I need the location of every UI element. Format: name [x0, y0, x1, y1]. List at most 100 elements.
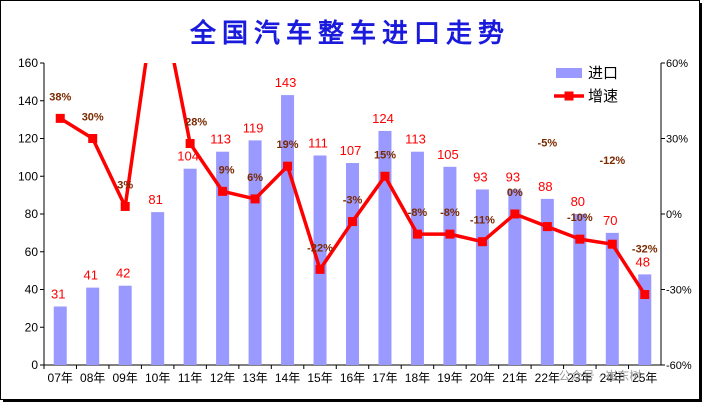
bar [378, 130, 392, 365]
bar-value-label: 81 [148, 192, 162, 207]
y-left-tick-label: 160 [18, 56, 38, 70]
x-tick-label: 11年 [178, 371, 202, 385]
bar-value-label: 119 [243, 120, 264, 135]
legend-label-bar: 进口 [588, 65, 618, 82]
growth-value-label: -22% [307, 242, 333, 254]
bar-value-label: 31 [51, 286, 65, 301]
bar [346, 163, 359, 365]
x-tick-label: 15年 [307, 371, 332, 385]
growth-series [55, 63, 650, 300]
chart-title: 全国汽车整车进口走势 [189, 18, 510, 49]
growth-point [185, 139, 195, 149]
growth-point [607, 239, 617, 249]
y-right-tick-label: -60% [666, 360, 692, 372]
growth-point [348, 217, 357, 227]
bar [443, 166, 457, 365]
bar-value-label: 124 [372, 111, 394, 126]
bar-value-label: 42 [116, 266, 130, 281]
y-left-tick-label: 20 [25, 320, 39, 334]
y-left-tick-label: 120 [18, 132, 38, 146]
bar-value-label: 104 [177, 149, 199, 164]
growth-point [380, 171, 390, 181]
watermark: 公众号 · 崔东树 [559, 368, 642, 383]
growth-value-label: 38% [49, 91, 71, 103]
growth-point [88, 134, 98, 143]
bar-value-label: 93 [506, 169, 520, 184]
growth-point [510, 209, 520, 219]
growth-point [640, 290, 650, 300]
growth-point [283, 161, 293, 171]
y-right-tick-label: -30% [666, 285, 692, 297]
bar-value-label: 48 [636, 254, 650, 269]
x-tick-label: 19年 [437, 371, 462, 385]
bar-labels: 31 41 42 81 104 113 119 143 111 107 124 113 105 93 93 8… [51, 75, 650, 301]
x-tick-label: 25年 [632, 371, 657, 385]
x-tick-label: 10年 [145, 371, 170, 385]
watermark-text: 公众号 · 崔东树 [559, 368, 642, 383]
growth-point [412, 229, 422, 239]
y-left-tick-label: 140 [18, 94, 38, 108]
bar-value-label: 143 [275, 75, 297, 90]
bar-value-label: 80 [571, 194, 585, 209]
y-left-tick-label: 0 [31, 358, 38, 372]
y-left-tick-label: 40 [25, 283, 39, 297]
growth-point [120, 201, 130, 211]
growth-value-label: -12% [599, 155, 625, 167]
bar [508, 189, 522, 365]
bar [183, 168, 197, 365]
bar-value-label: 93 [473, 169, 487, 184]
growth-point [55, 113, 65, 123]
y-left-tick-label: 80 [25, 207, 39, 221]
growth-value-label: -3% [343, 195, 363, 207]
bar-value-label: 111 [308, 135, 328, 150]
legend-swatch-marker [564, 91, 574, 101]
bar [53, 306, 67, 365]
growth-point [250, 194, 260, 204]
x-tick-label: 22年 [535, 371, 560, 385]
y-right-tick-label: 30% [666, 134, 688, 146]
bar [410, 151, 424, 365]
bar-value-label: 105 [437, 147, 459, 162]
growth-value-label: 28% [185, 117, 207, 129]
bar [86, 287, 100, 365]
bar [540, 198, 554, 365]
bar-value-label: 113 [405, 132, 426, 147]
growth-labels: 38% 30% 3% 28% 9% 6% 19% -22% -3% 15% -8% -8% -11% 0%… [49, 91, 658, 255]
growth-value-label: 3% [117, 179, 133, 191]
bar [281, 95, 295, 366]
bar [605, 232, 619, 365]
x-tick-label: 23年 [567, 371, 592, 385]
x-tick-label: 17年 [372, 371, 397, 385]
bar-value-label: 113 [210, 132, 231, 147]
y-left-tick-label: 100 [18, 169, 38, 183]
x-tick-label: 09年 [113, 371, 138, 385]
y-left-tick-label: 60 [25, 245, 39, 259]
x-tick-label: 18年 [405, 371, 430, 385]
growth-value-label: 15% [374, 149, 396, 161]
growth-point [445, 229, 455, 239]
growth-value-label: -8% [440, 207, 460, 219]
legend-label-line: 增速 [588, 88, 618, 105]
bar-value-label: 41 [83, 268, 97, 283]
growth-value-label: 30% [82, 112, 104, 124]
bar [313, 155, 327, 365]
growth-value-label: 0% [507, 187, 523, 199]
x-tick-label: 12年 [210, 371, 235, 385]
bar [475, 189, 489, 365]
bars-series [53, 95, 652, 366]
growth-value-label: 6% [247, 172, 263, 184]
growth-point [575, 234, 585, 244]
growth-value-label: -8% [408, 207, 428, 219]
growth-value-label: 9% [219, 164, 235, 176]
x-tick-label: 07年 [48, 371, 73, 385]
x-tick-label: 20年 [470, 371, 495, 385]
x-tick-label: 24年 [600, 371, 625, 385]
growth-value-label: -11% [470, 215, 495, 227]
y-right-tick-label: 0% [666, 209, 682, 221]
growth-point [218, 186, 228, 196]
bar [216, 151, 230, 365]
growth-value-label: -32% [632, 244, 658, 256]
bar [573, 214, 587, 365]
